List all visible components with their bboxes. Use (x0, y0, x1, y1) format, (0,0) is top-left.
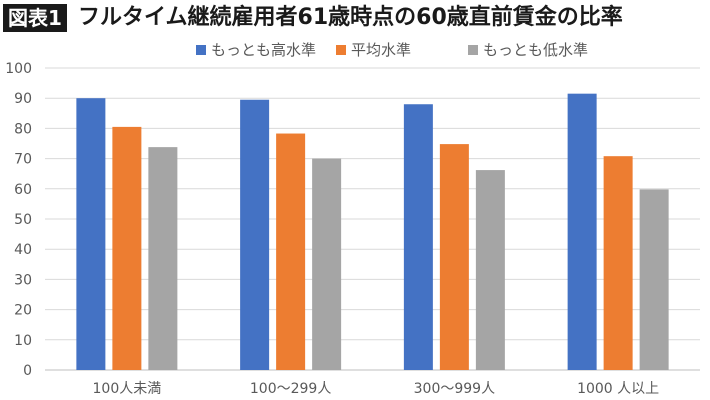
y-tick-label: 60 (14, 182, 32, 198)
y-tick-label: 20 (14, 303, 32, 319)
legend-swatch (468, 45, 478, 55)
figure-label: 図表1 (3, 4, 67, 32)
gridlines (45, 67, 700, 371)
bar (148, 147, 178, 370)
bar (403, 104, 433, 371)
bar (475, 170, 505, 370)
bar (639, 189, 669, 370)
legend-label: 平均水準 (351, 41, 411, 59)
x-tick-label: 300〜999人 (414, 381, 495, 397)
bar (112, 126, 142, 370)
x-axis: 100人未満 100〜299人 300〜999人 1000 人以上 (93, 381, 660, 397)
y-tick-label: 80 (14, 121, 32, 137)
chart-title: フルタイム継続雇用者61歳時点の60歳直前賃金の比率 (78, 5, 623, 30)
bar (603, 156, 633, 370)
legend-item: もっとも高水準 (196, 41, 316, 59)
legend-item: 平均水準 (336, 41, 411, 59)
legend-label: もっとも高水準 (211, 41, 316, 59)
bar (567, 93, 597, 371)
x-tick-label: 100〜299人 (250, 381, 331, 397)
y-tick-label: 30 (14, 272, 32, 288)
y-tick-label: 50 (14, 212, 32, 228)
bar (76, 98, 106, 370)
bar (240, 99, 270, 371)
y-tick-label: 100 (5, 61, 32, 77)
bar (439, 144, 469, 370)
legend-swatch (196, 45, 206, 55)
y-tick-label: 70 (14, 152, 32, 168)
y-tick-label: 10 (14, 333, 32, 349)
legend-item: もっとも低水準 (468, 41, 588, 59)
y-tick-label: 90 (14, 91, 32, 107)
y-tick-label: 0 (23, 363, 32, 379)
x-tick-label: 100人未満 (93, 381, 162, 397)
legend: もっとも高水準 平均水準 もっとも低水準 (196, 41, 588, 59)
legend-swatch (336, 45, 346, 55)
title-row: 図表1 フルタイム継続雇用者61歳時点の60歳直前賃金の比率 (0, 0, 710, 40)
y-axis: 0 10 20 30 40 50 60 70 80 90 100 (5, 61, 32, 379)
x-tick-label: 1000 人以上 (577, 381, 659, 397)
y-tick-label: 40 (14, 242, 32, 258)
legend-label: もっとも低水準 (483, 41, 588, 59)
bars (76, 93, 669, 371)
bar (312, 158, 342, 370)
bar (276, 133, 306, 370)
